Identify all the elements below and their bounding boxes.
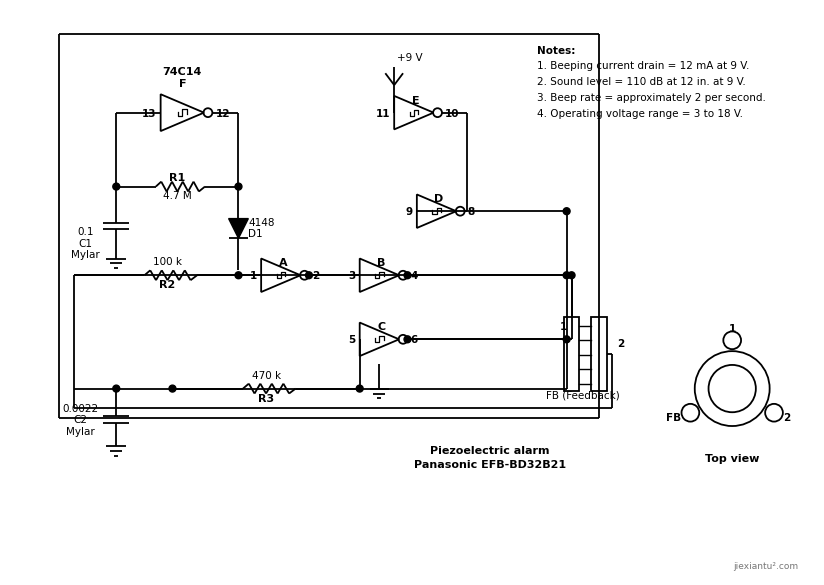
Text: 13: 13 — [143, 109, 157, 119]
Text: 11: 11 — [376, 109, 391, 119]
Text: 4148
D1: 4148 D1 — [248, 218, 275, 239]
Text: Top view: Top view — [705, 453, 760, 464]
Text: 3: 3 — [349, 271, 356, 281]
Text: 9: 9 — [405, 207, 413, 217]
Text: 6: 6 — [410, 335, 418, 345]
Text: C: C — [377, 322, 386, 332]
Text: 8: 8 — [467, 207, 475, 217]
Text: R3: R3 — [258, 394, 274, 404]
Text: Piezoelectric alarm: Piezoelectric alarm — [430, 446, 550, 456]
Circle shape — [404, 272, 411, 278]
Text: 1. Beeping current drain = 12 mA at 9 V.: 1. Beeping current drain = 12 mA at 9 V. — [537, 61, 750, 71]
Text: FB (Feedback): FB (Feedback) — [545, 390, 620, 400]
Text: 4.7 M: 4.7 M — [163, 191, 192, 201]
Circle shape — [356, 385, 363, 392]
Circle shape — [235, 272, 242, 278]
Polygon shape — [228, 219, 248, 238]
Text: FB: FB — [666, 413, 681, 423]
Text: 470 k: 470 k — [251, 371, 281, 381]
Circle shape — [404, 336, 411, 343]
Circle shape — [568, 272, 575, 278]
Text: 3. Beep rate = approximately 2 per second.: 3. Beep rate = approximately 2 per secon… — [537, 93, 766, 103]
Text: B: B — [377, 259, 386, 269]
Text: 2: 2 — [784, 413, 791, 423]
Text: D: D — [434, 194, 443, 204]
Text: 74C14: 74C14 — [162, 67, 202, 77]
Text: jiexiantu².com: jiexiantu².com — [733, 562, 798, 571]
Text: Panasonic EFB-BD32B21: Panasonic EFB-BD32B21 — [414, 460, 566, 470]
Text: 4. Operating voltage range = 3 to 18 V.: 4. Operating voltage range = 3 to 18 V. — [537, 109, 743, 119]
Circle shape — [169, 385, 176, 392]
Text: Notes:: Notes: — [537, 46, 575, 56]
Text: 1: 1 — [559, 322, 567, 332]
Circle shape — [563, 336, 570, 343]
Text: R2: R2 — [159, 280, 176, 290]
Text: E: E — [412, 96, 419, 106]
Text: 1: 1 — [728, 325, 736, 335]
Circle shape — [113, 183, 119, 190]
Text: 1: 1 — [250, 271, 257, 281]
Text: 0.0022
C2
Mylar: 0.0022 C2 Mylar — [63, 404, 99, 437]
Text: F: F — [179, 79, 186, 89]
Circle shape — [113, 385, 119, 392]
Circle shape — [563, 208, 570, 215]
Text: A: A — [279, 259, 287, 269]
Text: 4: 4 — [410, 271, 418, 281]
Circle shape — [306, 272, 312, 278]
Circle shape — [563, 272, 570, 278]
Text: 2: 2 — [617, 339, 624, 349]
Circle shape — [235, 183, 242, 190]
Bar — [564, 316, 579, 391]
Text: 12: 12 — [217, 109, 231, 119]
Text: 5: 5 — [349, 335, 356, 345]
Text: +9 V: +9 V — [397, 53, 423, 63]
Text: 2. Sound level = 110 dB at 12 in. at 9 V.: 2. Sound level = 110 dB at 12 in. at 9 V… — [537, 77, 746, 87]
Bar — [592, 316, 607, 391]
Text: R1: R1 — [169, 173, 185, 183]
Text: 0.1
C1
Mylar: 0.1 C1 Mylar — [71, 227, 100, 260]
Text: 2: 2 — [312, 271, 319, 281]
Text: 100 k: 100 k — [153, 257, 182, 267]
Text: 10: 10 — [445, 109, 460, 119]
